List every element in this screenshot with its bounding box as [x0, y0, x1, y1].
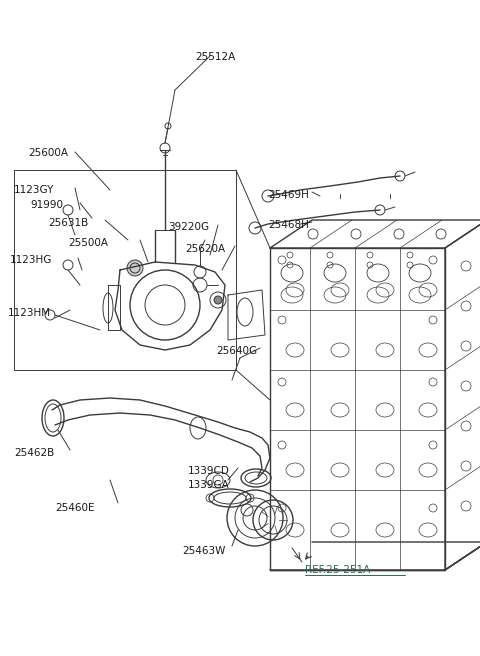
Text: 25620A: 25620A: [185, 244, 225, 254]
Text: 91990: 91990: [30, 200, 63, 210]
Text: 1339CD: 1339CD: [188, 466, 230, 476]
Text: 25469H: 25469H: [268, 190, 309, 200]
Text: 25640G: 25640G: [216, 346, 257, 356]
Text: 25468H: 25468H: [268, 220, 309, 230]
Text: 25631B: 25631B: [48, 218, 88, 228]
Circle shape: [214, 296, 222, 304]
Text: 25462B: 25462B: [14, 448, 54, 458]
Text: 25500A: 25500A: [68, 238, 108, 248]
Text: 1123HG: 1123HG: [10, 255, 52, 265]
Circle shape: [127, 260, 143, 276]
Text: 1123HM: 1123HM: [8, 308, 51, 318]
Text: 25460E: 25460E: [55, 503, 95, 513]
Text: REF.25-251A: REF.25-251A: [305, 565, 370, 575]
Text: 25463W: 25463W: [182, 546, 226, 556]
Text: 25600A: 25600A: [28, 148, 68, 158]
Bar: [14, 170, 236, 370]
Text: 25512A: 25512A: [195, 52, 235, 62]
Text: 39220G: 39220G: [168, 222, 209, 232]
Text: 1339GA: 1339GA: [188, 480, 230, 490]
Text: 1123GY: 1123GY: [14, 185, 54, 195]
